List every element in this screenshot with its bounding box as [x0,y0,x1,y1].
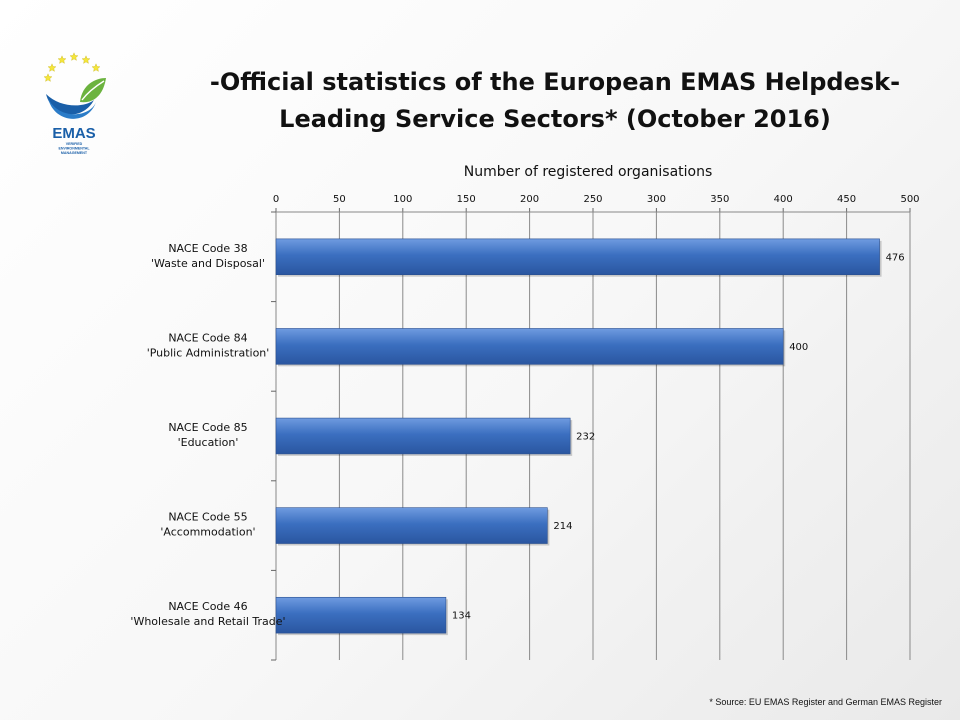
bar [275,238,880,276]
bar [275,417,571,455]
logo-blue-wave [46,94,94,115]
x-tick-label: 150 [457,194,476,205]
logo-star-icon [69,52,79,61]
x-tick-label: 400 [774,194,793,205]
category-label: 'Wholesale and Retail Trade' [130,615,285,628]
x-tick-label: 250 [583,194,602,205]
page-title: -Official statistics of the European EMA… [170,64,940,138]
logo-star-icon [91,63,101,72]
logo-tagline-3: MANAGEMENT [61,151,88,155]
x-tick-label: 350 [710,194,729,205]
x-tick-label: 100 [393,194,412,205]
x-tick-label: 300 [647,194,666,205]
title-line-2: Leading Service Sectors* (October 2016) [279,105,831,133]
data-label: 134 [452,611,471,622]
logo-star-icon [57,55,67,64]
x-tick-label: 50 [333,194,346,205]
bar [275,328,784,365]
category-label: NACE Code 55 [168,511,247,524]
category-label: NACE Code 85 [168,421,247,434]
logo-star-icon [43,73,53,82]
source-footnote: * Source: EU EMAS Register and German EM… [709,697,942,707]
data-label: 476 [886,252,905,263]
category-label: 'Education' [178,436,239,449]
bar [275,507,548,544]
x-tick-label: 200 [520,194,539,205]
logo-star-icon [47,63,57,72]
bar [275,596,447,634]
data-label: 400 [789,342,808,353]
data-label: 214 [553,521,572,532]
x-tick-label: 0 [273,194,279,205]
logo-tagline-2: ENVIRONMENTAL [58,147,90,151]
category-label: 'Accommodation' [160,526,255,539]
x-axis-title: Number of registered organisations [464,164,713,180]
x-tick-label: 500 [900,194,919,205]
category-label: 'Public Administration' [147,346,270,359]
title-line-1: -Official statistics of the European EMA… [209,68,901,96]
category-label: NACE Code 84 [168,331,247,344]
x-tick-label: 450 [837,194,856,205]
data-label: 232 [576,432,595,443]
logo-name: EMAS [52,125,95,142]
category-label: NACE Code 46 [168,600,247,613]
logo-star-icon [81,55,91,64]
emas-logo: EMAS VERIFIED ENVIRONMENTAL MANAGEMENT [43,52,106,155]
category-label: 'Waste and Disposal' [151,257,265,270]
logo-tagline-1: VERIFIED [66,142,83,146]
logo-blue-bowl [48,98,96,119]
category-label: NACE Code 38 [168,242,247,255]
